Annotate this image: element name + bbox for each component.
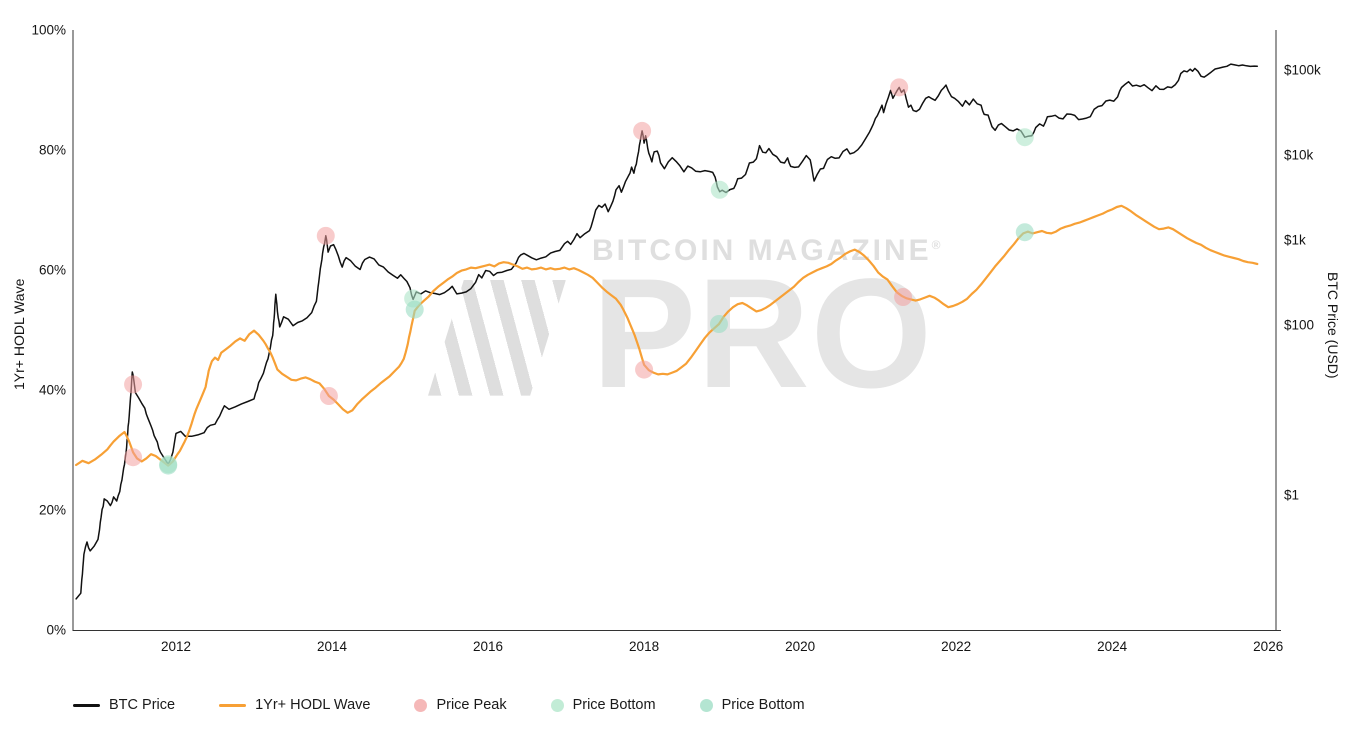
- x-tick-label: 2026: [1253, 639, 1283, 654]
- x-tick-label: 2022: [941, 639, 971, 654]
- watermark-title: BITCOIN MAGAZINE®: [592, 234, 941, 267]
- y-right-tick-label: $1k: [1284, 233, 1306, 248]
- legend-item-price-bottom-4[interactable]: Price Bottom: [699, 697, 805, 713]
- marker-price-peak-0: [124, 448, 143, 467]
- legend-label-3: Price Bottom: [572, 697, 656, 713]
- legend-dot-swatch-4: [699, 698, 713, 712]
- watermark: BITCOIN MAGAZINE® PRO: [428, 234, 941, 421]
- x-tick-label: 2024: [1097, 639, 1128, 654]
- legend-label-0: BTC Price: [109, 697, 176, 713]
- y-right-tick-label: $100: [1284, 318, 1314, 333]
- y-right-tick-label: $1: [1284, 488, 1299, 503]
- marker-price-bottom-2: [159, 456, 178, 475]
- legend-label-2: Price Peak: [436, 697, 507, 713]
- series-1yr-hodl-wave: [75, 204, 1259, 467]
- y-axis-left-title: 1Yr+ HODL Wave: [11, 278, 27, 390]
- y-axis-right-title: BTC Price (USD): [1325, 272, 1341, 379]
- series-btc-price: [75, 63, 1259, 600]
- chart-legend: BTC Price 1Yr+ HODL Wave Price Peak Price B…: [73, 697, 805, 713]
- x-tick-label: 2016: [473, 639, 503, 654]
- x-tick-label: 2018: [629, 639, 659, 654]
- marker-price-peak-0: [890, 78, 909, 97]
- legend-dot-swatch-3: [550, 698, 564, 712]
- legend-item-price-peak-2[interactable]: Price Peak: [414, 697, 507, 713]
- legend-label-4: Price Bottom: [721, 697, 805, 713]
- marker-price-bottom-1: [1015, 128, 1034, 147]
- y-right-tick-label: $100k: [1284, 63, 1321, 78]
- legend-label-1: 1Yr+ HODL Wave: [255, 697, 371, 713]
- marker-price-bottom-2: [405, 300, 424, 319]
- x-tick-label: 2014: [317, 639, 348, 654]
- y-left-tick-label: 60%: [39, 263, 66, 278]
- watermark-pro: PRO: [592, 247, 934, 421]
- marker-price-peak-0: [633, 121, 652, 140]
- registered-mark: ®: [931, 238, 941, 252]
- y-left-tick-label: 20%: [39, 503, 66, 518]
- legend-item-btc-price-0[interactable]: BTC Price: [73, 697, 175, 713]
- y-left-tick-label: 0%: [46, 623, 66, 638]
- legend-dot-swatch-2: [414, 698, 428, 712]
- y-left-tick-label: 80%: [39, 143, 66, 158]
- x-tick-label: 2012: [161, 639, 191, 654]
- y-right-tick-label: $10k: [1284, 148, 1314, 163]
- marker-price-peak-0: [124, 375, 143, 394]
- marker-price-bottom-2: [709, 315, 728, 333]
- x-tick-label: 2020: [785, 639, 815, 654]
- marker-price-peak-0: [316, 226, 335, 245]
- marker-price-bottom-1: [710, 180, 729, 199]
- marker-price-peak-0: [319, 387, 338, 405]
- marker-price-peak-0: [635, 360, 654, 379]
- marker-price-bottom-2: [1015, 223, 1034, 242]
- y-left-tick-label: 100%: [31, 23, 66, 38]
- legend-line-swatch-1: [219, 703, 247, 707]
- marker-price-peak-0: [894, 288, 913, 306]
- legend-line-swatch-0: [73, 703, 100, 707]
- y-left-tick-label: 40%: [39, 383, 66, 398]
- legend-item-1yr-hodl-wave-1[interactable]: 1Yr+ HODL Wave: [219, 697, 370, 713]
- legend-item-price-bottom-3[interactable]: Price Bottom: [550, 697, 656, 713]
